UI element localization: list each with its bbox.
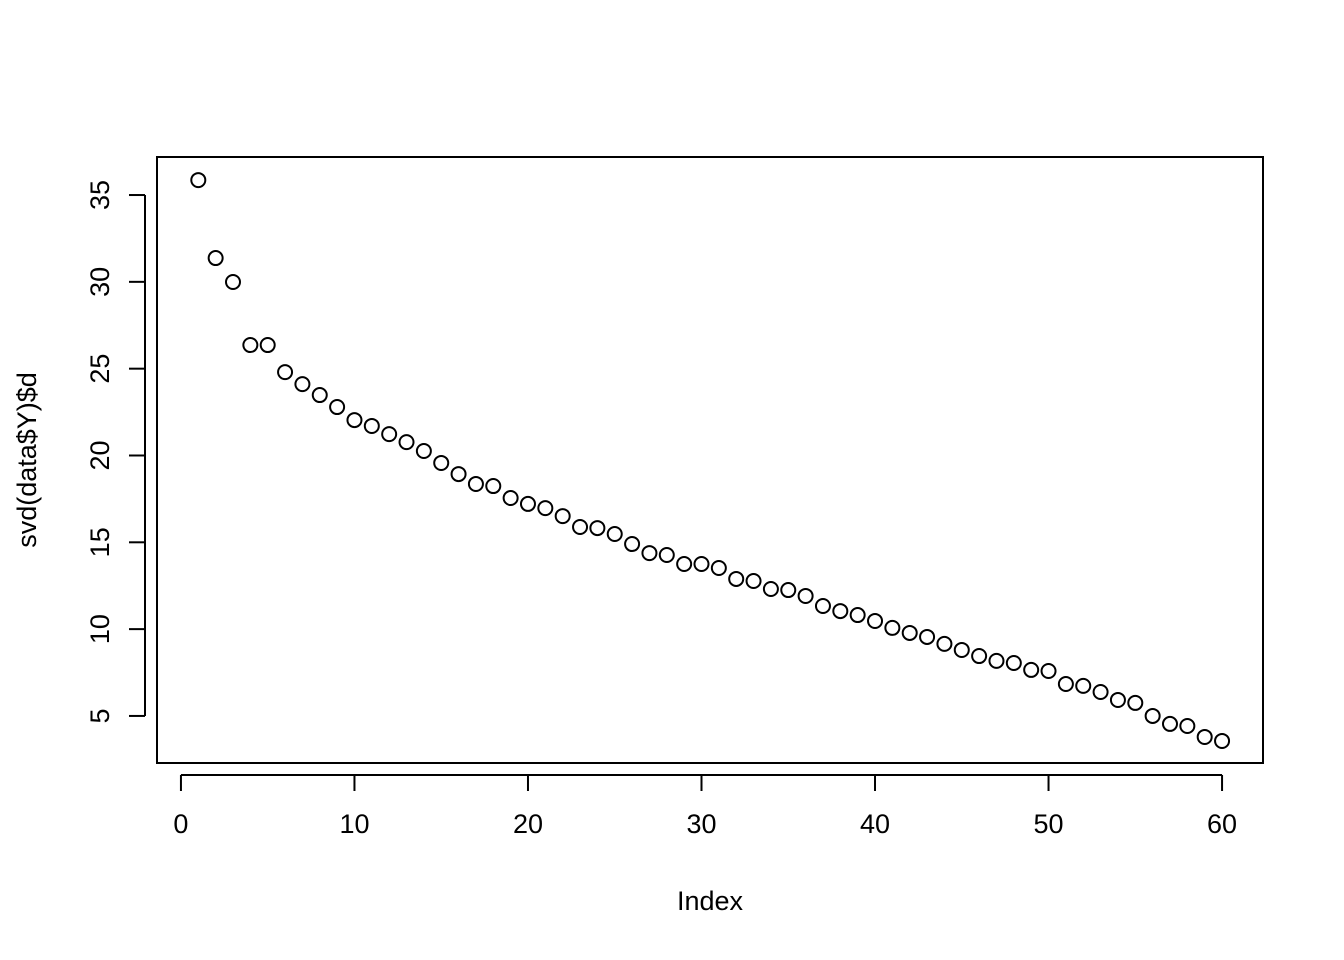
y-tick-label: 25: [85, 354, 115, 384]
x-tick-label: 50: [1034, 809, 1064, 839]
data-point: [832, 603, 849, 620]
data-point: [363, 417, 380, 434]
data-point: [1214, 732, 1231, 749]
data-point: [814, 598, 831, 615]
data-point: [849, 607, 866, 624]
data-point: [294, 376, 311, 393]
y-tick-label: 35: [85, 180, 115, 210]
data-point: [606, 525, 623, 542]
y-tick-label: 10: [85, 614, 115, 644]
data-point: [450, 466, 467, 483]
data-point: [467, 475, 484, 492]
data-point: [971, 648, 988, 665]
data-point: [797, 587, 814, 604]
data-point: [329, 399, 346, 416]
x-tick-label: 60: [1207, 809, 1237, 839]
data-point: [1109, 691, 1126, 708]
data-point: [1023, 661, 1040, 678]
data-point: [710, 560, 727, 577]
data-point: [519, 495, 536, 512]
data-point: [953, 641, 970, 658]
data-point: [1092, 683, 1109, 700]
y-tick-label: 5: [85, 708, 115, 723]
data-point: [745, 573, 762, 590]
x-tick-label: 40: [860, 809, 890, 839]
data-point: [762, 581, 779, 598]
data-point: [867, 612, 884, 629]
data-point: [658, 546, 675, 563]
data-point: [554, 508, 571, 525]
data-point: [1005, 654, 1022, 671]
data-point: [1127, 694, 1144, 711]
x-tick-label: 30: [686, 809, 716, 839]
data-point: [936, 635, 953, 652]
data-point: [381, 426, 398, 443]
data-point: [1144, 707, 1161, 724]
data-point: [207, 250, 224, 267]
data-point: [589, 520, 606, 537]
data-point: [1161, 715, 1178, 732]
y-tick-label: 30: [85, 267, 115, 297]
data-point: [537, 500, 554, 517]
data-point: [502, 490, 519, 507]
data-point: [225, 274, 242, 291]
data-point: [572, 519, 589, 536]
x-tick-label: 0: [173, 809, 188, 839]
x-tick-label: 10: [339, 809, 369, 839]
x-tick-label: 20: [513, 809, 543, 839]
data-point: [242, 337, 259, 354]
data-point: [693, 556, 710, 573]
data-point: [901, 624, 918, 641]
data-point: [433, 454, 450, 471]
data-point: [311, 387, 328, 404]
data-point: [259, 337, 276, 354]
x-axis-label: Index: [677, 886, 744, 916]
data-point: [1057, 675, 1074, 692]
data-point: [624, 536, 641, 553]
data-point: [988, 652, 1005, 669]
data-point: [1196, 728, 1213, 745]
data-point: [884, 619, 901, 636]
data-point: [398, 434, 415, 451]
data-point: [485, 478, 502, 495]
data-point: [415, 442, 432, 459]
y-axis-label: svd(data$Y)$d: [12, 372, 42, 548]
data-point: [1075, 677, 1092, 694]
data-point: [676, 556, 693, 573]
data-point: [346, 412, 363, 429]
data-point: [1040, 662, 1057, 679]
y-tick-label: 20: [85, 440, 115, 470]
data-point: [190, 172, 207, 189]
data-point: [641, 545, 658, 562]
data-point: [780, 582, 797, 599]
data-point: [919, 628, 936, 645]
y-tick-label: 15: [85, 527, 115, 557]
plot-frame: [156, 156, 1264, 764]
data-point: [1179, 718, 1196, 735]
data-point: [728, 570, 745, 587]
data-point: [277, 364, 294, 381]
